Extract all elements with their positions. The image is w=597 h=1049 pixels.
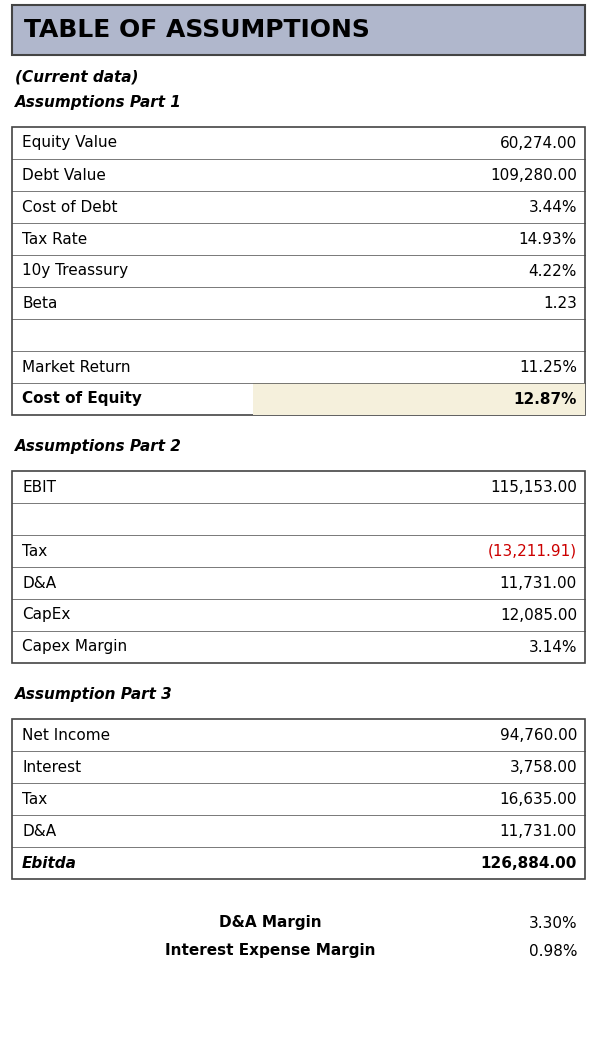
Text: Net Income: Net Income [22, 728, 110, 743]
Text: 3.30%: 3.30% [528, 916, 577, 930]
Text: Capex Margin: Capex Margin [22, 640, 127, 655]
Text: 0.98%: 0.98% [528, 943, 577, 959]
Text: Interest: Interest [22, 759, 81, 774]
Text: 16,635.00: 16,635.00 [500, 792, 577, 807]
Text: Cost of Equity: Cost of Equity [22, 391, 142, 407]
Text: 3,758.00: 3,758.00 [509, 759, 577, 774]
Text: Interest Expense Margin: Interest Expense Margin [165, 943, 376, 959]
Text: Tax: Tax [22, 543, 47, 558]
Text: D&A: D&A [22, 823, 56, 838]
Text: 3.14%: 3.14% [528, 640, 577, 655]
Text: 11,731.00: 11,731.00 [500, 576, 577, 591]
Text: (13,211.91): (13,211.91) [488, 543, 577, 558]
Text: 12,085.00: 12,085.00 [500, 607, 577, 622]
Bar [12, 5, 585, 55]
Text: 10y Treassury: 10y Treassury [22, 263, 128, 278]
Text: Beta: Beta [22, 296, 57, 311]
Text: 1.23: 1.23 [543, 296, 577, 311]
Text: CapEx: CapEx [22, 607, 70, 622]
Text: Equity Value: Equity Value [22, 135, 117, 150]
Text: Debt Value: Debt Value [22, 168, 106, 183]
Text: 3.44%: 3.44% [528, 199, 577, 214]
Text: Cost of Debt: Cost of Debt [22, 199, 118, 214]
Text: 60,274.00: 60,274.00 [500, 135, 577, 150]
Text: 12.87%: 12.87% [513, 391, 577, 407]
Text: 4.22%: 4.22% [528, 263, 577, 278]
Text: Ebitda: Ebitda [22, 856, 77, 871]
Text: Assumptions Part 2: Assumptions Part 2 [15, 440, 182, 454]
Text: 11.25%: 11.25% [519, 360, 577, 374]
Bar [12, 719, 585, 879]
Text: 109,280.00: 109,280.00 [490, 168, 577, 183]
Bar [12, 127, 585, 415]
Bar [12, 471, 585, 663]
Text: 115,153.00: 115,153.00 [490, 479, 577, 494]
Text: TABLE OF ASSUMPTIONS: TABLE OF ASSUMPTIONS [24, 18, 370, 42]
Text: D&A Margin: D&A Margin [219, 916, 321, 930]
Text: Assumptions Part 1: Assumptions Part 1 [15, 95, 182, 110]
Text: Tax: Tax [22, 792, 47, 807]
Bar [253, 383, 585, 415]
Text: D&A: D&A [22, 576, 56, 591]
Text: Market Return: Market Return [22, 360, 131, 374]
Text: 14.93%: 14.93% [519, 232, 577, 247]
Text: 11,731.00: 11,731.00 [500, 823, 577, 838]
Text: Tax Rate: Tax Rate [22, 232, 87, 247]
Text: (Current data): (Current data) [15, 69, 139, 85]
Text: 94,760.00: 94,760.00 [500, 728, 577, 743]
Text: Assumption Part 3: Assumption Part 3 [15, 687, 173, 703]
Text: 126,884.00: 126,884.00 [481, 856, 577, 871]
Text: EBIT: EBIT [22, 479, 56, 494]
